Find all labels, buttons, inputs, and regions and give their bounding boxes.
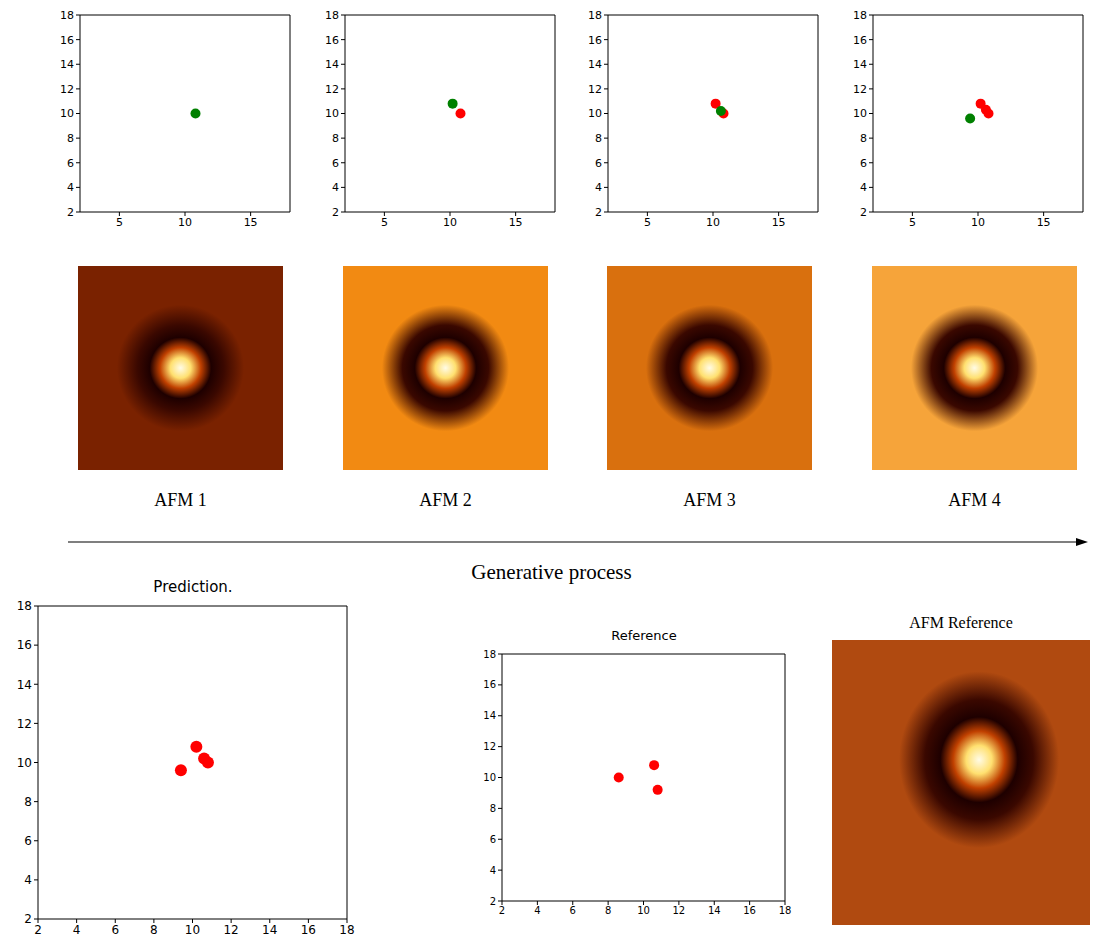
svg-text:2: 2 xyxy=(34,923,42,937)
svg-text:12: 12 xyxy=(60,83,74,96)
svg-text:10: 10 xyxy=(971,216,985,229)
svg-text:10: 10 xyxy=(853,107,867,120)
svg-text:12: 12 xyxy=(673,905,686,916)
svg-text:10: 10 xyxy=(637,905,650,916)
svg-text:5: 5 xyxy=(644,216,651,229)
svg-text:18: 18 xyxy=(483,649,496,660)
svg-text:12: 12 xyxy=(223,923,238,937)
svg-text:6: 6 xyxy=(67,157,74,170)
svg-text:5: 5 xyxy=(116,216,123,229)
svg-text:8: 8 xyxy=(67,132,74,145)
svg-text:10: 10 xyxy=(706,216,720,229)
html-text:AFM 1: AFM 1 xyxy=(154,490,207,510)
svg-text:10: 10 xyxy=(185,923,200,937)
svg-text:12: 12 xyxy=(588,83,602,96)
svg-text:8: 8 xyxy=(595,132,602,145)
svg-text:10: 10 xyxy=(443,216,457,229)
html-text:AFM 4: AFM 4 xyxy=(948,490,1001,510)
svg-text:15: 15 xyxy=(772,216,786,229)
svg-text:16: 16 xyxy=(60,34,74,47)
svg-text:4: 4 xyxy=(24,873,32,887)
svg-text:14: 14 xyxy=(17,678,32,692)
svg-text:14: 14 xyxy=(325,58,339,71)
svg-text:16: 16 xyxy=(325,34,339,47)
svg-text:8: 8 xyxy=(490,803,496,814)
svg-text:18: 18 xyxy=(853,9,867,22)
svg-text:8: 8 xyxy=(332,132,339,145)
svg-text:4: 4 xyxy=(860,181,867,194)
svg-text:5: 5 xyxy=(909,216,916,229)
svg-text:14: 14 xyxy=(588,58,602,71)
svg-text:6: 6 xyxy=(595,157,602,170)
svg-text:14: 14 xyxy=(60,58,74,71)
svg-text:12: 12 xyxy=(17,717,32,731)
svg-text:6: 6 xyxy=(570,905,576,916)
svg-text:2: 2 xyxy=(860,206,867,219)
svg-text:4: 4 xyxy=(595,181,602,194)
html-text:AFM 2: AFM 2 xyxy=(419,490,472,510)
html-text:Reference: Reference xyxy=(611,628,677,643)
html-text:Generative process: Generative process xyxy=(471,560,632,584)
svg-text:16: 16 xyxy=(17,638,32,652)
svg-text:2: 2 xyxy=(332,206,339,219)
html-text:AFM 3: AFM 3 xyxy=(683,490,736,510)
svg-text:18: 18 xyxy=(779,905,792,916)
svg-text:2: 2 xyxy=(595,206,602,219)
svg-text:18: 18 xyxy=(60,9,74,22)
svg-text:15: 15 xyxy=(1037,216,1051,229)
svg-text:14: 14 xyxy=(262,923,277,937)
svg-text:16: 16 xyxy=(853,34,867,47)
svg-text:16: 16 xyxy=(743,905,756,916)
svg-text:10: 10 xyxy=(483,772,496,783)
svg-text:6: 6 xyxy=(490,834,496,845)
svg-text:10: 10 xyxy=(178,216,192,229)
svg-text:18: 18 xyxy=(17,599,32,613)
svg-text:2: 2 xyxy=(67,206,74,219)
svg-text:8: 8 xyxy=(150,923,158,937)
svg-text:8: 8 xyxy=(860,132,867,145)
svg-text:6: 6 xyxy=(111,923,119,937)
svg-text:14: 14 xyxy=(708,905,721,916)
svg-text:12: 12 xyxy=(325,83,339,96)
svg-text:16: 16 xyxy=(483,679,496,690)
svg-text:8: 8 xyxy=(24,795,32,809)
svg-text:18: 18 xyxy=(588,9,602,22)
svg-text:15: 15 xyxy=(244,216,258,229)
svg-text:2: 2 xyxy=(490,896,496,907)
svg-text:10: 10 xyxy=(17,756,32,770)
svg-text:6: 6 xyxy=(860,157,867,170)
svg-text:15: 15 xyxy=(509,216,523,229)
svg-text:4: 4 xyxy=(534,905,540,916)
svg-text:8: 8 xyxy=(605,905,611,916)
svg-text:16: 16 xyxy=(301,923,316,937)
svg-text:4: 4 xyxy=(73,923,81,937)
svg-text:6: 6 xyxy=(24,834,32,848)
svg-text:18: 18 xyxy=(325,9,339,22)
html-text:Prediction.: Prediction. xyxy=(153,578,233,596)
svg-text:18: 18 xyxy=(339,923,354,937)
svg-text:6: 6 xyxy=(332,157,339,170)
svg-text:4: 4 xyxy=(67,181,74,194)
svg-text:14: 14 xyxy=(853,58,867,71)
svg-text:4: 4 xyxy=(490,865,496,876)
svg-text:10: 10 xyxy=(325,107,339,120)
svg-text:5: 5 xyxy=(381,216,388,229)
html-text:AFM Reference: AFM Reference xyxy=(909,614,1013,631)
svg-text:2: 2 xyxy=(24,912,32,926)
svg-text:12: 12 xyxy=(483,741,496,752)
svg-text:14: 14 xyxy=(483,710,496,721)
svg-text:16: 16 xyxy=(588,34,602,47)
svg-text:4: 4 xyxy=(332,181,339,194)
svg-text:10: 10 xyxy=(60,107,74,120)
svg-text:10: 10 xyxy=(588,107,602,120)
svg-text:2: 2 xyxy=(499,905,505,916)
svg-text:12: 12 xyxy=(853,83,867,96)
